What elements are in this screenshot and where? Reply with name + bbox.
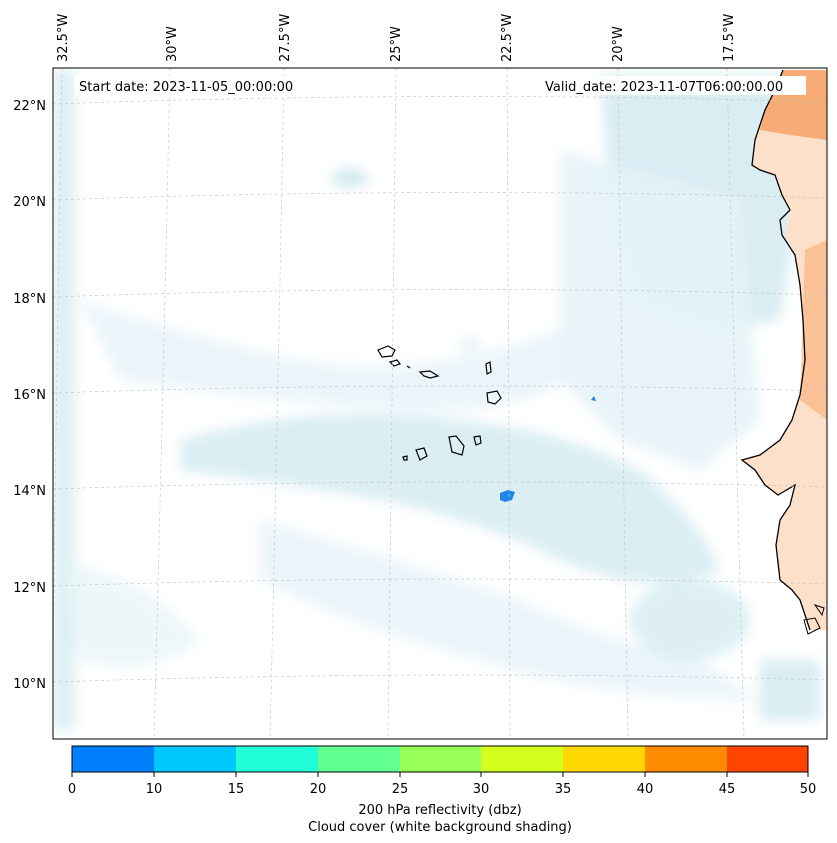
- lon-label-25w: 25°W: [389, 26, 404, 62]
- colorbar-tick-40: 40: [637, 782, 654, 797]
- gridlines: [53, 68, 827, 739]
- lon-label-20w: 20°W: [611, 26, 626, 62]
- colorbar-segment-4: [400, 746, 481, 772]
- lat-label-18n: 18°N: [13, 292, 46, 307]
- colorbar-segment-6: [563, 746, 645, 772]
- colorbar-segment-8: [727, 746, 808, 772]
- colorbar-tick-15: 15: [228, 782, 245, 797]
- latitude-labels: 22°N 20°N 18°N 16°N 14°N 12°N 10°N: [13, 99, 46, 692]
- colorbar-tick-0: 0: [68, 782, 76, 797]
- start-date-box: [75, 76, 311, 95]
- lon-label-22-5w: 22.5°W: [500, 14, 515, 62]
- map-frame: [52, 67, 828, 740]
- colorbar-tick-35: 35: [555, 782, 572, 797]
- colorbar-label: 200 hPa reflectivity (dbz): [358, 803, 521, 818]
- lat-label-22n: 22°N: [13, 99, 46, 114]
- cape-verde-islands: [377, 345, 502, 461]
- start-date-label: Start date: 2023-11-05_00:00:00: [79, 80, 293, 95]
- valid-date-box: [541, 76, 806, 95]
- colorbar-segment-7: [645, 746, 727, 772]
- cloud-cover-layer: [53, 70, 820, 730]
- valid-date-label: Valid_date: 2023-11-07T06:00:00.00: [545, 80, 783, 95]
- colorbar-sublabel: Cloud cover (white background shading): [308, 820, 572, 835]
- colorbar-segment-5: [481, 746, 563, 772]
- colorbar-segment-1: [154, 746, 236, 772]
- lat-label-14n: 14°N: [13, 484, 46, 499]
- colorbar-segment-3: [318, 746, 400, 772]
- reflectivity-echoes: [500, 396, 596, 502]
- africa-land: [742, 70, 827, 630]
- longitude-labels: 32.5°W 30°W 27.5°W 25°W 22.5°W 20°W 17.5…: [56, 14, 737, 62]
- lon-label-32-5w: 32.5°W: [56, 14, 71, 62]
- lon-label-17-5w: 17.5°W: [722, 14, 737, 62]
- colorbar-tick-30: 30: [473, 782, 490, 797]
- colorbar-segment-0: [72, 746, 154, 772]
- colorbar-segment-2: [236, 746, 318, 772]
- lat-label-10n: 10°N: [13, 677, 46, 692]
- africa-coastline: [740, 69, 811, 631]
- colorbar-tick-20: 20: [310, 782, 327, 797]
- lon-label-27-5w: 27.5°W: [278, 14, 293, 62]
- lon-label-30w: 30°W: [165, 26, 180, 62]
- colorbar-tick-10: 10: [146, 782, 163, 797]
- lat-label-16n: 16°N: [13, 388, 46, 403]
- colorbar-frame: [71, 745, 809, 773]
- colorbar-tick-50: 50: [800, 782, 817, 797]
- colorbar-tick-25: 25: [392, 782, 409, 797]
- lat-label-12n: 12°N: [13, 581, 46, 596]
- lat-label-20n: 20°N: [13, 195, 46, 210]
- colorbar: 0 10 15 20 25 30 35 40 45 50 200 hPa ref…: [68, 745, 817, 835]
- colorbar-tick-45: 45: [719, 782, 736, 797]
